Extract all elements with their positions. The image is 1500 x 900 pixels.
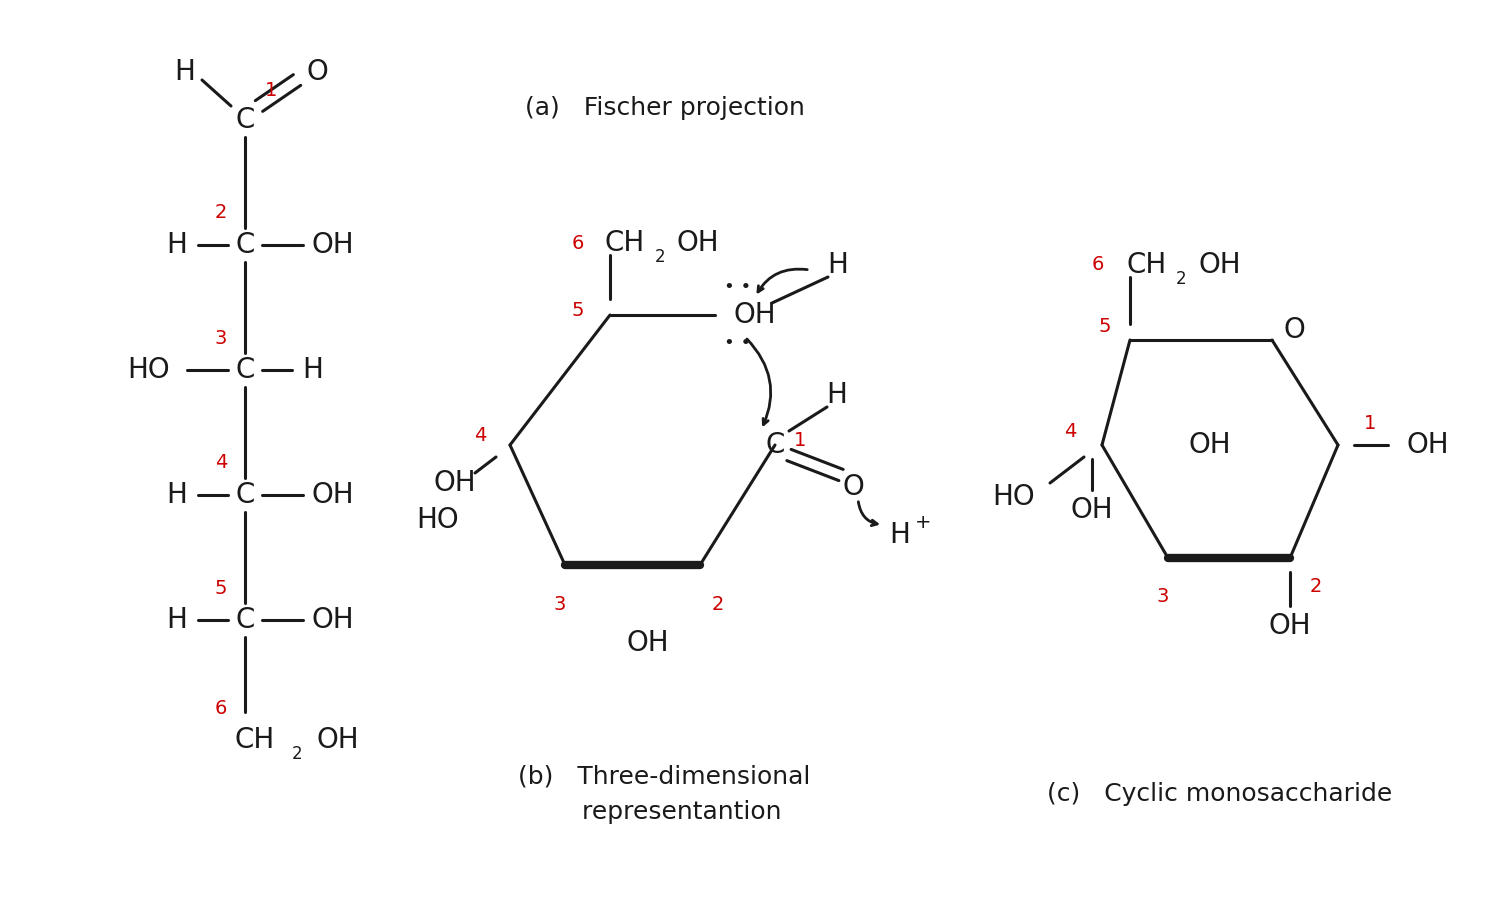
Text: H: H xyxy=(166,231,188,259)
Text: C: C xyxy=(236,481,255,509)
Text: 3: 3 xyxy=(554,596,566,615)
Text: 2: 2 xyxy=(1176,270,1186,288)
Text: H: H xyxy=(166,606,188,634)
Text: C: C xyxy=(236,606,255,634)
Text: 4: 4 xyxy=(214,454,226,473)
Text: H: H xyxy=(827,381,848,409)
Text: OH: OH xyxy=(1188,431,1231,459)
Text: 2: 2 xyxy=(654,248,666,266)
Text: C: C xyxy=(236,106,255,134)
Text: OH: OH xyxy=(1071,496,1113,524)
Text: OH: OH xyxy=(1407,431,1449,459)
Text: OH: OH xyxy=(433,469,477,497)
Text: • •: • • xyxy=(724,278,752,296)
Text: H: H xyxy=(828,251,849,279)
Text: 4: 4 xyxy=(1064,421,1076,440)
Text: C: C xyxy=(236,356,255,384)
Text: 2: 2 xyxy=(1310,577,1322,596)
Text: (c)   Cyclic monosaccharide: (c) Cyclic monosaccharide xyxy=(1047,782,1392,806)
Text: CH: CH xyxy=(604,229,645,257)
Text: • •: • • xyxy=(724,334,752,352)
Text: HO: HO xyxy=(417,506,459,534)
Text: OH: OH xyxy=(676,229,720,257)
Text: 2: 2 xyxy=(291,745,303,763)
Text: H: H xyxy=(174,58,195,86)
Text: OH: OH xyxy=(1269,612,1311,640)
Text: C: C xyxy=(765,431,784,459)
Text: OH: OH xyxy=(626,629,669,657)
Text: OH: OH xyxy=(312,231,354,259)
Text: O: O xyxy=(1282,316,1305,344)
Text: HO: HO xyxy=(128,356,171,384)
Text: CH: CH xyxy=(236,726,276,754)
Text: OH: OH xyxy=(734,301,777,329)
Text: 6: 6 xyxy=(214,698,226,717)
Text: HO: HO xyxy=(993,483,1035,511)
Text: OH: OH xyxy=(1198,251,1240,279)
Text: 5: 5 xyxy=(214,579,228,598)
Text: OH: OH xyxy=(312,606,354,634)
Text: OH: OH xyxy=(312,481,354,509)
Text: 3: 3 xyxy=(214,328,226,347)
Text: 4: 4 xyxy=(474,426,486,445)
Text: 1: 1 xyxy=(266,80,278,100)
Text: 2: 2 xyxy=(712,596,724,615)
Text: 1: 1 xyxy=(794,430,806,449)
Text: 6: 6 xyxy=(572,233,584,253)
Text: O: O xyxy=(842,473,864,501)
Text: 5: 5 xyxy=(572,301,584,320)
Text: O: O xyxy=(306,58,328,86)
Text: (a)   Fischer projection: (a) Fischer projection xyxy=(525,96,806,120)
Text: 2: 2 xyxy=(214,203,226,222)
Text: (b)   Three-dimensional
        representantion: (b) Three-dimensional representantion xyxy=(518,764,810,824)
Text: 6: 6 xyxy=(1092,256,1104,274)
Text: C: C xyxy=(236,231,255,259)
Text: H: H xyxy=(303,356,324,384)
Text: +: + xyxy=(915,514,932,533)
Text: CH: CH xyxy=(1126,251,1167,279)
Text: 1: 1 xyxy=(1364,413,1376,433)
Text: OH: OH xyxy=(316,726,360,754)
Text: 3: 3 xyxy=(1156,587,1168,606)
Text: H: H xyxy=(166,481,188,509)
Text: H: H xyxy=(890,521,910,549)
Text: 5: 5 xyxy=(1098,317,1112,336)
